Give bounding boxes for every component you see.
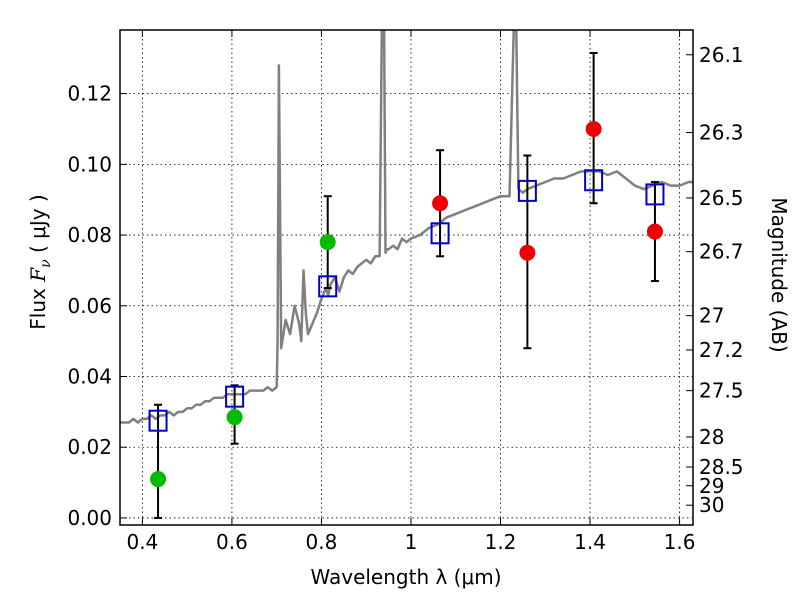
x-tick-label: 1.2 — [485, 530, 517, 554]
observed-point-green — [226, 409, 243, 426]
y-tick-label: 0.02 — [67, 435, 112, 459]
x-tick-label: 1.4 — [574, 530, 606, 554]
y2-tick-label: 28 — [699, 425, 724, 449]
model-photometry-square — [430, 222, 450, 245]
observed-point-red — [585, 121, 602, 137]
y2-tick-label: 26.7 — [699, 240, 744, 264]
x-tick-label: 1 — [405, 530, 418, 554]
observed-point-green — [319, 234, 336, 251]
y2-tick-label: 30 — [699, 493, 724, 517]
y2-tick-label: 27 — [699, 304, 724, 328]
x-axis-label: Wavelength λ (μm) — [310, 565, 501, 589]
plot-frame — [119, 29, 694, 526]
grid — [120, 30, 693, 525]
y-tick-label: 0.04 — [67, 365, 112, 389]
x-tick-label: 1.6 — [664, 530, 696, 554]
x-tick-label: 0.4 — [126, 530, 158, 554]
y2-axis-label: Magnitude (AB) — [767, 197, 791, 352]
y2-tick-label: 27.2 — [699, 338, 744, 362]
model-photometry-square — [645, 183, 665, 206]
y-tick-label: 0.06 — [67, 294, 112, 318]
y2-tick-label: 27.5 — [699, 379, 744, 403]
y-tick-label: 0.08 — [67, 223, 112, 247]
x-tick-label: 0.6 — [216, 530, 248, 554]
observed-point-red — [646, 223, 663, 240]
model-photometry-square — [318, 275, 338, 298]
y-tick-label: 0.10 — [67, 152, 112, 176]
y2-tick-label: 29 — [699, 474, 724, 498]
x-tick-label: 0.8 — [306, 530, 338, 554]
model-photometry-square — [148, 409, 168, 432]
observed-point-red — [432, 195, 449, 212]
observed-point-green — [150, 471, 167, 488]
observed-point-red — [519, 244, 536, 261]
data-points — [148, 121, 665, 488]
y2-tick-label: 26.3 — [699, 121, 744, 145]
ticks — [120, 30, 693, 525]
y2-tick-label: 28.5 — [699, 455, 744, 479]
model-photometry-square — [225, 385, 245, 408]
y-axis-label: Flux Fν ( μJy ) — [26, 194, 54, 329]
y2-tick-label: 26.5 — [699, 186, 744, 210]
model-photometry-square — [517, 179, 537, 202]
tick-labels: 0.4 0.6 0.8 1 1.2 1.4 1.6 0.00 0.02 0.04 0.06 0.08 0… — [67, 43, 743, 554]
y-tick-label: 0.12 — [67, 82, 112, 106]
y2-tick-label: 26.1 — [699, 43, 744, 67]
model-photometry-square — [584, 169, 604, 192]
y-tick-label: 0.00 — [67, 506, 112, 530]
